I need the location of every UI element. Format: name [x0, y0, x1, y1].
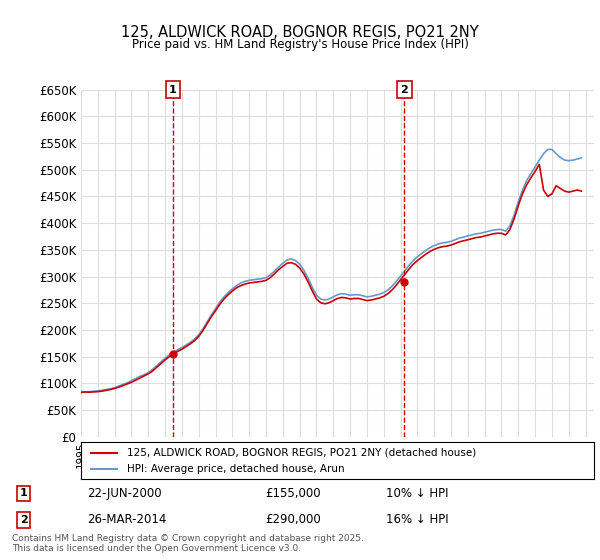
Text: 125, ALDWICK ROAD, BOGNOR REGIS, PO21 2NY (detached house): 125, ALDWICK ROAD, BOGNOR REGIS, PO21 2N…	[127, 447, 476, 458]
Text: 22-JUN-2000: 22-JUN-2000	[87, 487, 161, 500]
Text: Price paid vs. HM Land Registry's House Price Index (HPI): Price paid vs. HM Land Registry's House …	[131, 38, 469, 51]
Text: 10% ↓ HPI: 10% ↓ HPI	[386, 487, 449, 500]
Text: £290,000: £290,000	[265, 514, 321, 526]
Text: 2: 2	[20, 515, 28, 525]
Text: £155,000: £155,000	[265, 487, 321, 500]
Text: 1: 1	[20, 488, 28, 498]
Text: 2: 2	[401, 85, 409, 95]
Text: 16% ↓ HPI: 16% ↓ HPI	[386, 514, 449, 526]
Text: Contains HM Land Registry data © Crown copyright and database right 2025.
This d: Contains HM Land Registry data © Crown c…	[12, 534, 364, 553]
Text: HPI: Average price, detached house, Arun: HPI: Average price, detached house, Arun	[127, 464, 345, 474]
Text: 1: 1	[169, 85, 177, 95]
Text: 26-MAR-2014: 26-MAR-2014	[87, 514, 166, 526]
Text: 125, ALDWICK ROAD, BOGNOR REGIS, PO21 2NY: 125, ALDWICK ROAD, BOGNOR REGIS, PO21 2N…	[121, 25, 479, 40]
